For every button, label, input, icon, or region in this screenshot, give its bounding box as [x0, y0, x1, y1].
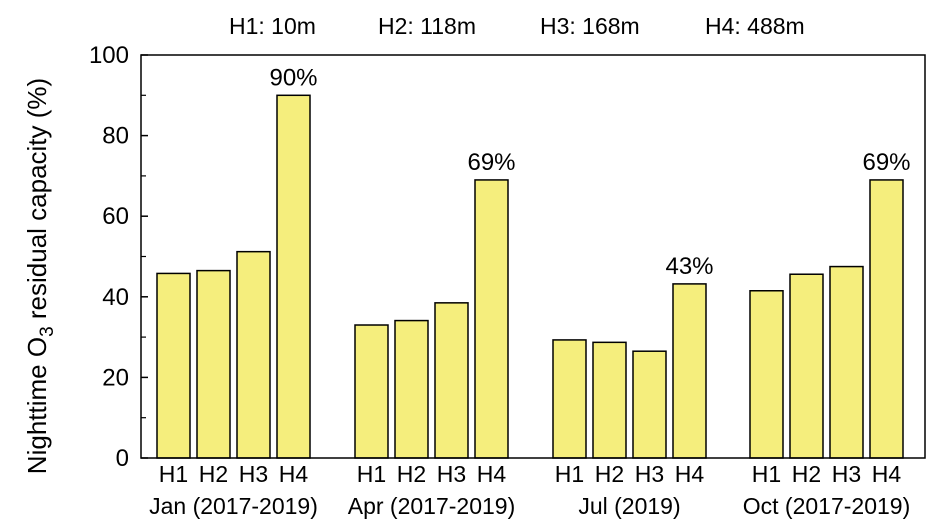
bar-2-h3: [434, 302, 469, 459]
legend-h4: H4: 488m: [705, 13, 805, 39]
y-tick-label: 100: [89, 42, 129, 69]
bar-4-h3: [829, 265, 864, 459]
data-label: 43%: [665, 253, 713, 280]
plot-frame: [140, 54, 926, 459]
bars-layer: [156, 94, 904, 459]
bar-3-h3: [632, 350, 667, 459]
x-tick-label: H1: [555, 461, 584, 487]
data-label: 69%: [862, 149, 910, 176]
x-group-label: Jan (2017-2019): [149, 493, 318, 519]
bar-4-h1: [749, 290, 784, 459]
x-tick-label: H3: [635, 461, 664, 487]
x-tick-label: H4: [675, 461, 705, 487]
x-tick-label: H3: [832, 461, 861, 487]
bar-1-h4: [276, 94, 311, 459]
legend: H1: 10m H2: 118m H3: 168m H4: 488m: [229, 13, 805, 39]
x-tick-label: H4: [872, 461, 902, 487]
legend-h3: H3: 168m: [540, 13, 640, 39]
legend-h2: H2: 118m: [378, 13, 476, 39]
bar-2-h1: [354, 324, 389, 459]
bar-1-h1: [156, 272, 191, 459]
y-tick-label: 20: [102, 364, 129, 391]
y-axis-label: Nighttime O3 residual capacity (%): [22, 78, 58, 474]
bar-2-h2: [394, 319, 429, 459]
value-labels-layer: 90% 69% 43% 69%: [269, 64, 910, 280]
y-tick-label: 60: [102, 203, 129, 230]
x-group-label: Apr (2017-2019): [348, 493, 516, 519]
x-tick-label: H2: [792, 461, 821, 487]
x-tick-label: H4: [477, 461, 507, 487]
x-tick-label: H1: [159, 461, 188, 487]
x-tick-label: H2: [397, 461, 426, 487]
bar-1-h2: [196, 269, 231, 459]
bar-4-h2: [789, 273, 824, 459]
x-axis-labels: H1 H2 H3 H4 Jan (2017-2019) H1 H2 H3 H4 Apr (2017…: [149, 461, 910, 519]
x-tick-label: H2: [199, 461, 228, 487]
bar-2-h4: [474, 179, 509, 459]
data-label: 90%: [269, 64, 317, 91]
y-axis-ticks: 0 20 40 60 80 100: [89, 42, 148, 472]
x-tick-label: H1: [752, 461, 781, 487]
x-tick-label: H4: [279, 461, 309, 487]
bar-4-h4: [869, 179, 904, 459]
x-tick-label: H2: [595, 461, 624, 487]
data-label: 69%: [467, 149, 515, 176]
x-group-label: Oct (2017-2019): [743, 493, 910, 519]
x-tick-label: H1: [357, 461, 386, 487]
x-tick-label: H3: [437, 461, 466, 487]
x-group-label: Jul (2019): [578, 493, 680, 519]
y-tick-label: 0: [116, 445, 129, 472]
bar-3-h1: [552, 339, 587, 459]
y-tick-label: 40: [102, 284, 129, 311]
bar-3-h2: [592, 341, 627, 459]
legend-h1: H1: 10m: [229, 13, 316, 39]
y-tick-label: 80: [102, 123, 129, 150]
x-tick-label: H3: [239, 461, 268, 487]
bar-3-h4: [672, 283, 707, 459]
bar-1-h3: [236, 250, 271, 459]
